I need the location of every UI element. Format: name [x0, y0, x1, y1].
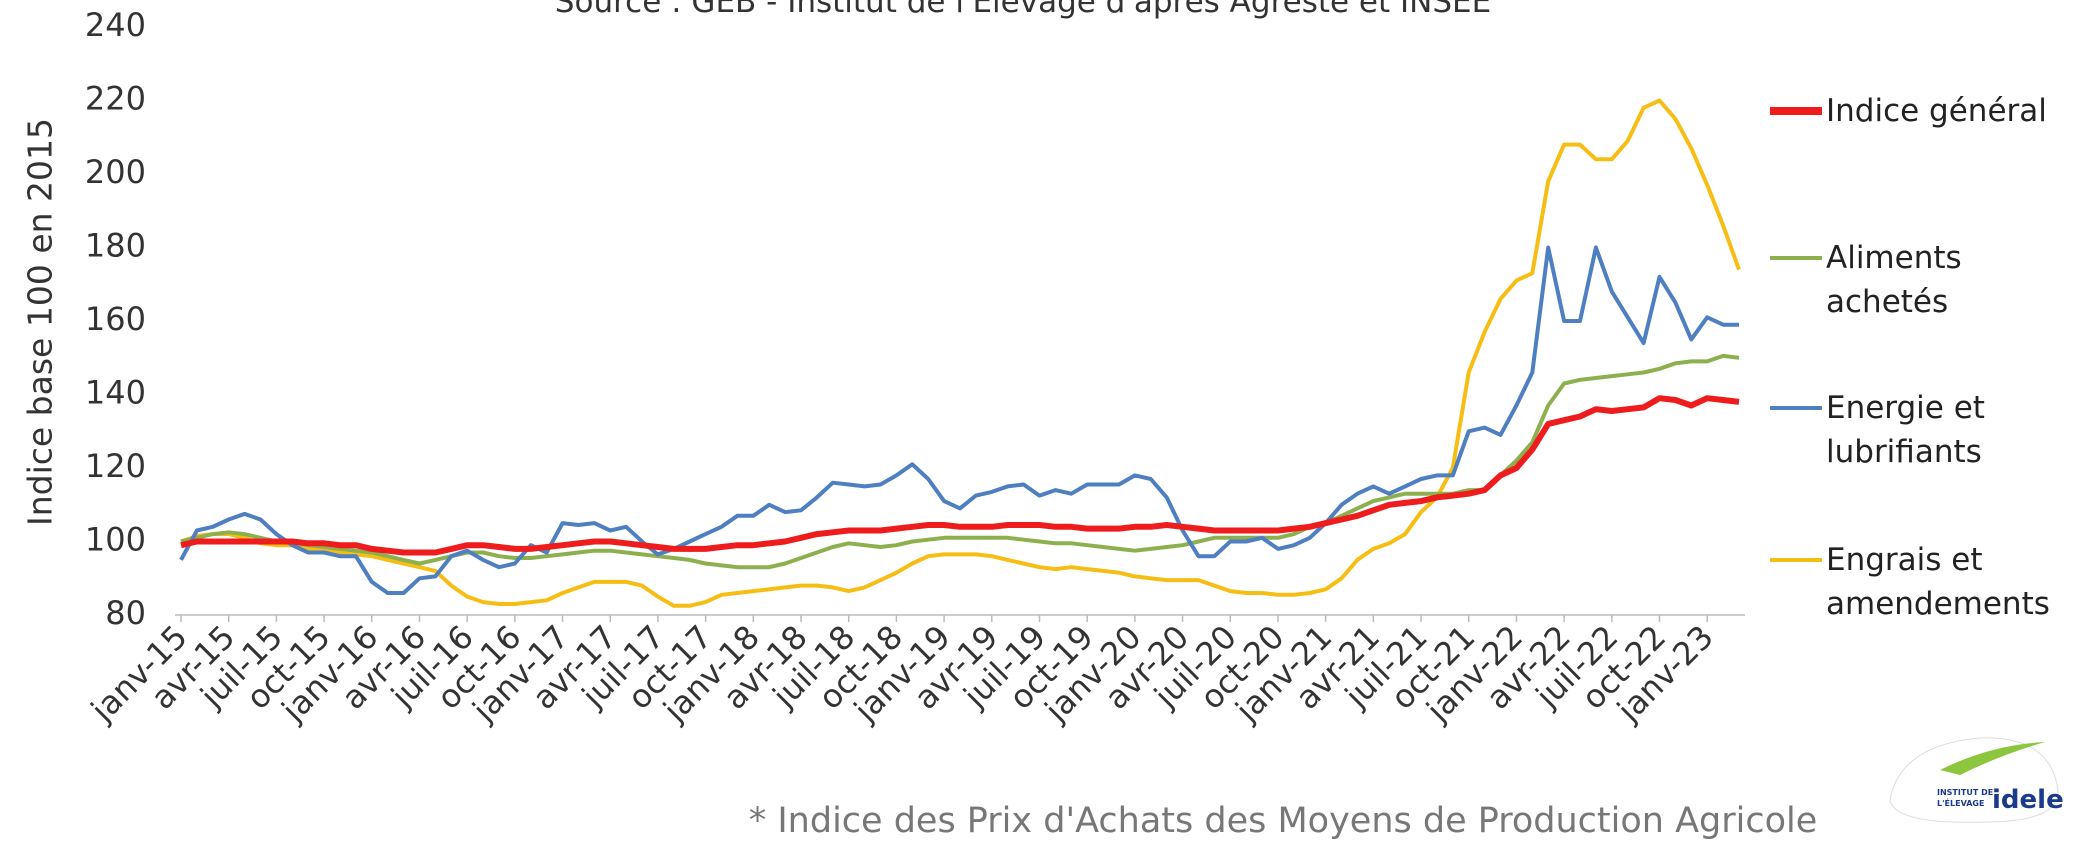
y-tick-label: 200	[85, 153, 146, 191]
logo-brand: idele	[1992, 785, 2064, 815]
y-tick-label: 160	[85, 300, 146, 338]
y-axis-label: Indice base 100 en 2015	[21, 118, 60, 526]
footnote: * Indice des Prix d'Achats des Moyens de…	[749, 801, 1818, 841]
y-tick-label: 180	[85, 227, 146, 265]
y-tick-label: 140	[85, 374, 146, 412]
y-tick-label: 120	[85, 447, 146, 485]
series-line	[180, 395, 1740, 556]
legend-label: Engrais et amendements	[1826, 542, 2050, 622]
series-line	[180, 98, 1741, 608]
logo-text: L'ÉLEVAGE	[1937, 797, 1984, 808]
series-line	[179, 245, 1739, 595]
y-tick-label: 220	[85, 80, 146, 118]
logo: INSTITUT DE L'ÉLEVAGE idele	[1889, 737, 2064, 823]
series-line	[180, 353, 1740, 570]
legend-label: Indice général	[1826, 93, 2047, 129]
legend-label: Energie et lubrifiants	[1826, 390, 1985, 470]
legend-label: Aliments achetés	[1826, 240, 1962, 320]
chart-title: Source : GEB - Institut de l'Elevage d'a…	[555, 0, 1491, 20]
y-tick-label: 80	[105, 594, 146, 632]
logo-badge	[1889, 737, 2059, 823]
logo-text: INSTITUT DE	[1937, 788, 1993, 797]
y-tick-label: 100	[85, 521, 146, 559]
y-tick-label: 240	[85, 6, 146, 44]
logo-swoosh	[1940, 742, 2045, 775]
